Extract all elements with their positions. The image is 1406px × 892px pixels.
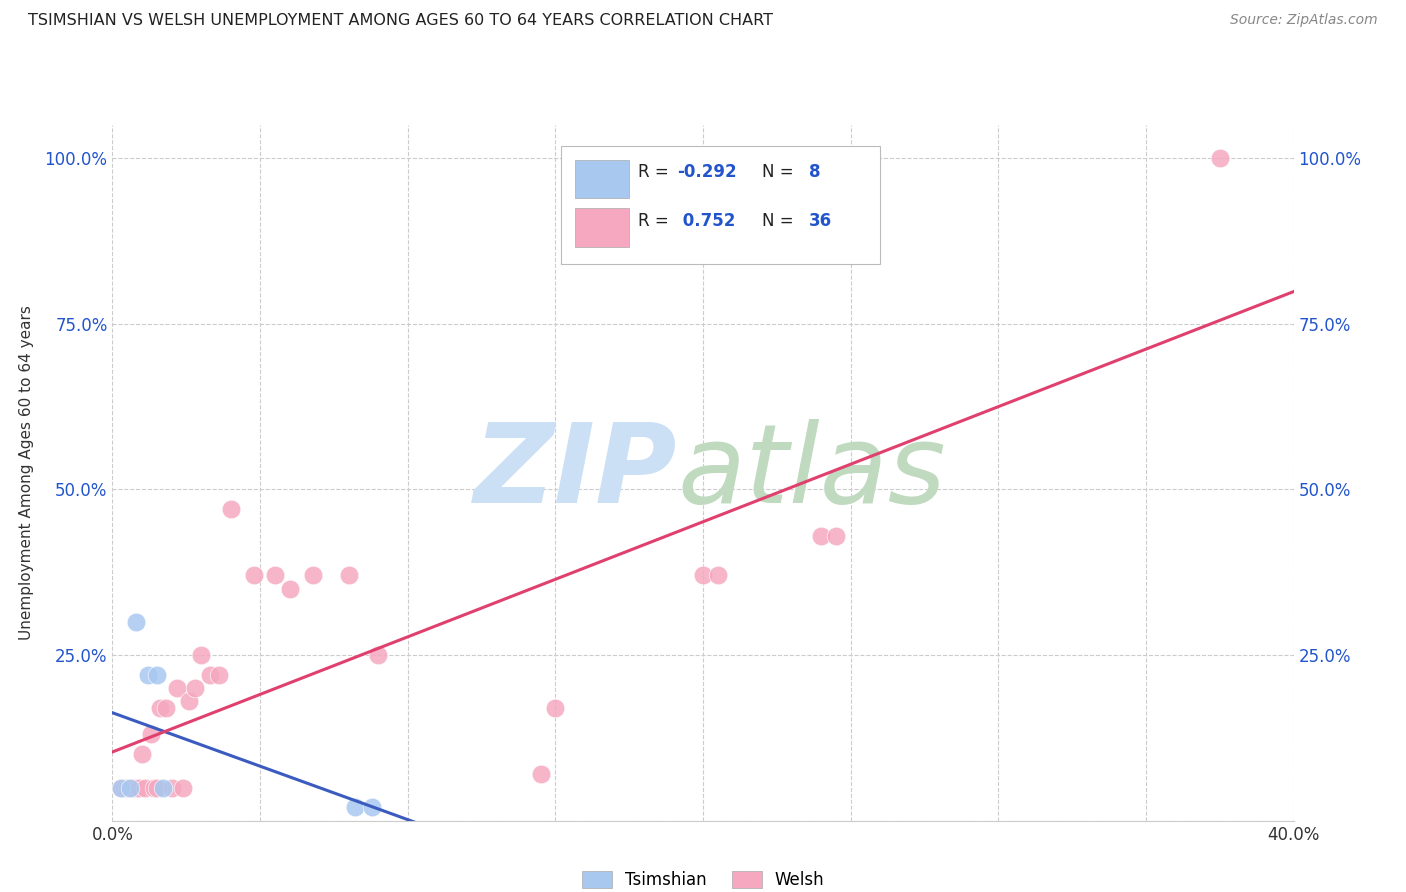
Point bbox=[136, 668, 159, 682]
Point bbox=[179, 694, 201, 708]
Legend: Tsimshian, Welsh: Tsimshian, Welsh bbox=[575, 864, 831, 892]
FancyBboxPatch shape bbox=[561, 145, 880, 264]
Point bbox=[149, 701, 172, 715]
Point bbox=[112, 780, 135, 795]
Point bbox=[120, 780, 142, 795]
Text: R =: R = bbox=[638, 212, 673, 230]
Point bbox=[117, 780, 138, 795]
Point bbox=[160, 780, 183, 795]
Text: Source: ZipAtlas.com: Source: ZipAtlas.com bbox=[1230, 13, 1378, 28]
Point bbox=[110, 780, 132, 795]
Point bbox=[264, 568, 287, 582]
Point bbox=[120, 780, 142, 795]
Point bbox=[131, 747, 153, 762]
Point bbox=[810, 529, 832, 543]
Text: ZIP: ZIP bbox=[474, 419, 678, 526]
Text: 8: 8 bbox=[810, 163, 821, 181]
Point bbox=[146, 780, 169, 795]
Point bbox=[172, 780, 194, 795]
Text: 0.752: 0.752 bbox=[678, 212, 735, 230]
Point bbox=[706, 568, 728, 582]
Point bbox=[125, 780, 148, 795]
Point bbox=[367, 648, 389, 662]
Point bbox=[361, 800, 384, 814]
Point bbox=[824, 529, 846, 543]
Point bbox=[128, 780, 150, 795]
Point bbox=[1208, 151, 1232, 165]
Point bbox=[243, 568, 266, 582]
Point bbox=[692, 568, 714, 582]
Point bbox=[139, 727, 162, 741]
Text: atlas: atlas bbox=[678, 419, 946, 526]
Point bbox=[184, 681, 207, 695]
Point bbox=[166, 681, 188, 695]
Text: N =: N = bbox=[762, 163, 799, 181]
Point bbox=[155, 701, 177, 715]
Point bbox=[152, 780, 174, 795]
Point bbox=[208, 668, 231, 682]
Text: TSIMSHIAN VS WELSH UNEMPLOYMENT AMONG AGES 60 TO 64 YEARS CORRELATION CHART: TSIMSHIAN VS WELSH UNEMPLOYMENT AMONG AG… bbox=[28, 13, 773, 29]
Point bbox=[302, 568, 325, 582]
Point bbox=[343, 800, 366, 814]
Point bbox=[219, 502, 242, 516]
Bar bbox=[575, 209, 628, 246]
Point bbox=[544, 701, 567, 715]
Point bbox=[142, 780, 165, 795]
Point bbox=[146, 668, 169, 682]
Text: N =: N = bbox=[762, 212, 799, 230]
Text: -0.292: -0.292 bbox=[678, 163, 737, 181]
Bar bbox=[575, 160, 628, 198]
Point bbox=[278, 582, 301, 596]
Point bbox=[110, 780, 132, 795]
Point bbox=[337, 568, 360, 582]
Text: 36: 36 bbox=[810, 212, 832, 230]
Point bbox=[125, 615, 148, 629]
Point bbox=[190, 648, 212, 662]
Y-axis label: Unemployment Among Ages 60 to 64 years: Unemployment Among Ages 60 to 64 years bbox=[18, 305, 34, 640]
Text: R =: R = bbox=[638, 163, 673, 181]
Point bbox=[198, 668, 221, 682]
Point bbox=[134, 780, 156, 795]
Point bbox=[122, 780, 145, 795]
Point bbox=[529, 767, 551, 781]
